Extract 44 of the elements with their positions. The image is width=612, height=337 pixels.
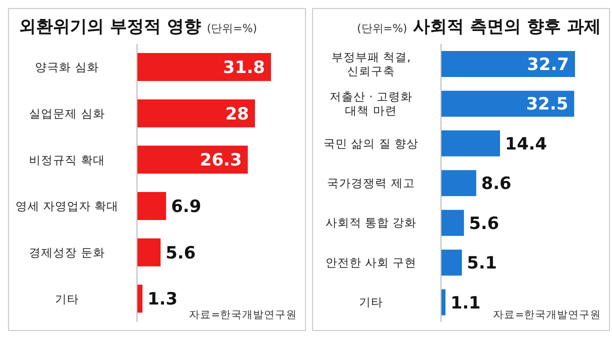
bar [137, 99, 255, 128]
bar [441, 51, 575, 77]
chart-title: 외환위기의 부정적 영향 [19, 16, 201, 38]
y-tick-label: 영세 자영업자 확대 [15, 199, 119, 214]
y-tick-label: 기타 [55, 292, 79, 306]
bar [137, 192, 166, 220]
bar [137, 238, 161, 266]
data-label: 5.1 [466, 254, 498, 274]
data-label: 6.9 [171, 197, 202, 217]
bar [441, 210, 464, 236]
chart-subtitle: (단위=%) [356, 21, 408, 36]
bar [441, 250, 462, 276]
data-label: 5.6 [166, 243, 196, 264]
data-label: 14.4 [505, 134, 548, 154]
data-label: 26.3 [200, 150, 242, 171]
y-tick-label: 부정부패 척결, 신뢰구축 [331, 50, 411, 78]
y-tick-label: 국가경쟁력 제고 [327, 176, 415, 190]
y-tick-label: 안전한 사회 구현 [325, 255, 417, 270]
bar [441, 170, 476, 196]
y-tick-label: 실업문제 심화 [29, 106, 105, 120]
y-tick-label: 경제성장 둔화 [29, 246, 105, 260]
bar [137, 284, 142, 313]
annotation: 자료=한국개발연구원 [189, 308, 297, 322]
y-tick-label: 비정규직 확대 [29, 152, 105, 167]
data-label: 31.8 [223, 58, 265, 78]
bar [441, 90, 574, 117]
y-tick-label: 사회적 통합 강화 [325, 216, 417, 230]
annotation: 자료=한국개발연구원 [493, 308, 601, 322]
y-tick-label: 저출산 · 고령화 대책 마련 [330, 90, 412, 118]
data-label: 8.6 [481, 174, 512, 194]
bar [441, 130, 500, 156]
bar [137, 53, 271, 81]
data-label: 32.7 [527, 55, 569, 75]
data-label: 1.3 [147, 290, 178, 310]
chart-title: 사회적 측면의 향후 과제 [413, 16, 601, 38]
data-label: 32.5 [526, 94, 568, 115]
data-label: 1.1 [450, 293, 481, 314]
data-label: 5.6 [468, 214, 500, 234]
y-tick-label: 국민 삶의 질 향상 [324, 136, 418, 150]
data-label: 28 [225, 104, 249, 124]
y-tick-label: 양극화 심화 [35, 60, 99, 74]
bar [137, 146, 248, 174]
chart-subtitle: (단위=%) [206, 21, 258, 36]
y-tick-label: 기타 [359, 295, 383, 310]
